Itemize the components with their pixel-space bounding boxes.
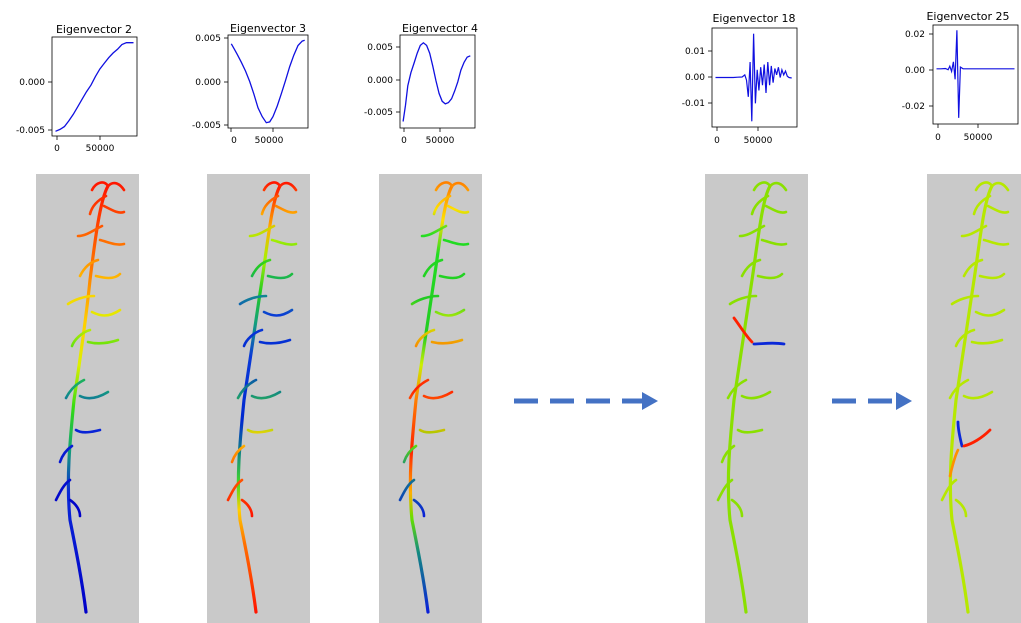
y-tick-label: 0.02 [905,30,925,40]
series-line [55,42,134,132]
plant-panel-eigenvector-18 [705,174,808,623]
plot-title: Eigenvector 3 [230,22,306,35]
y-tick-label: 0.000 [195,78,221,88]
plot-eigenvector-4: Eigenvector 4 0.005 0.000 -0.005 0 50000 [364,22,478,146]
plot-eigenvector-18: Eigenvector 18 0.01 0.00 -0.01 0 50000 [682,12,798,146]
plant-skeleton [226,181,298,614]
x-tick-label: 0 [714,136,720,146]
x-tick-label: 0 [935,133,941,143]
dashed-arrow-2 [832,392,912,410]
plant-panel-eigenvector-2 [36,174,139,623]
x-tick-label: 50000 [426,136,455,146]
plot-eigenvector-25: Eigenvector 25 0.02 0.00 -0.02 0 50000 [902,10,1019,143]
plot-frame [399,34,476,129]
series-line [936,30,1015,118]
branch-highlight-red [962,428,992,448]
plant-panel-eigenvector-4 [379,174,482,623]
y-tick-label: -0.005 [16,126,45,136]
x-tick-label: 50000 [255,136,284,146]
branch-highlight-blue [956,420,964,448]
y-tick-label: 0.000 [367,76,393,86]
plot-title: Eigenvector 25 [926,10,1009,23]
plot-frame [227,34,309,129]
y-tick-label: 0.005 [195,34,221,44]
x-tick-label: 50000 [86,144,115,154]
arrow-head [896,392,912,410]
y-tick-label: -0.01 [682,99,705,109]
x-tick-label: 50000 [744,136,773,146]
plot-frame [932,24,1019,125]
y-tick-label: -0.005 [192,121,221,131]
plant-panel-eigenvector-3 [207,174,310,623]
branch-highlight-orange [948,448,960,478]
plot-eigenvector-2: Eigenvector 2 0.000 -0.005 0 50000 [16,23,138,154]
x-tick-label: 50000 [964,133,993,143]
y-tick-label: -0.005 [364,108,393,118]
series-line [715,33,792,122]
plot-frame [51,36,138,137]
plant-skeleton [940,181,1010,614]
plant-skeleton [54,181,126,614]
y-tick-label: 0.00 [685,73,705,83]
plant-panel-eigenvector-25 [927,174,1021,623]
y-tick-label: 0.01 [685,47,705,57]
plant-skeleton [398,181,470,614]
arrow-head [642,392,658,410]
series-line [230,39,305,124]
plot-title: Eigenvector 2 [56,23,132,36]
x-tick-label: 0 [54,144,60,154]
series-line [402,41,471,122]
y-tick-label: 0.000 [19,78,45,88]
plant-skeleton [716,181,788,614]
branch-highlight-red [732,316,754,344]
plot-title: Eigenvector 18 [712,12,795,25]
plot-eigenvector-3: Eigenvector 3 0.005 0.000 -0.005 0 50000 [192,22,309,146]
branch-highlight-blue [752,341,786,346]
y-tick-label: -0.02 [902,102,925,112]
x-tick-label: 0 [401,136,407,146]
dashed-arrow-1 [514,392,658,410]
x-tick-label: 0 [231,136,237,146]
y-tick-label: 0.005 [367,43,393,53]
y-tick-label: 0.00 [905,66,925,76]
plot-title: Eigenvector 4 [402,22,478,35]
